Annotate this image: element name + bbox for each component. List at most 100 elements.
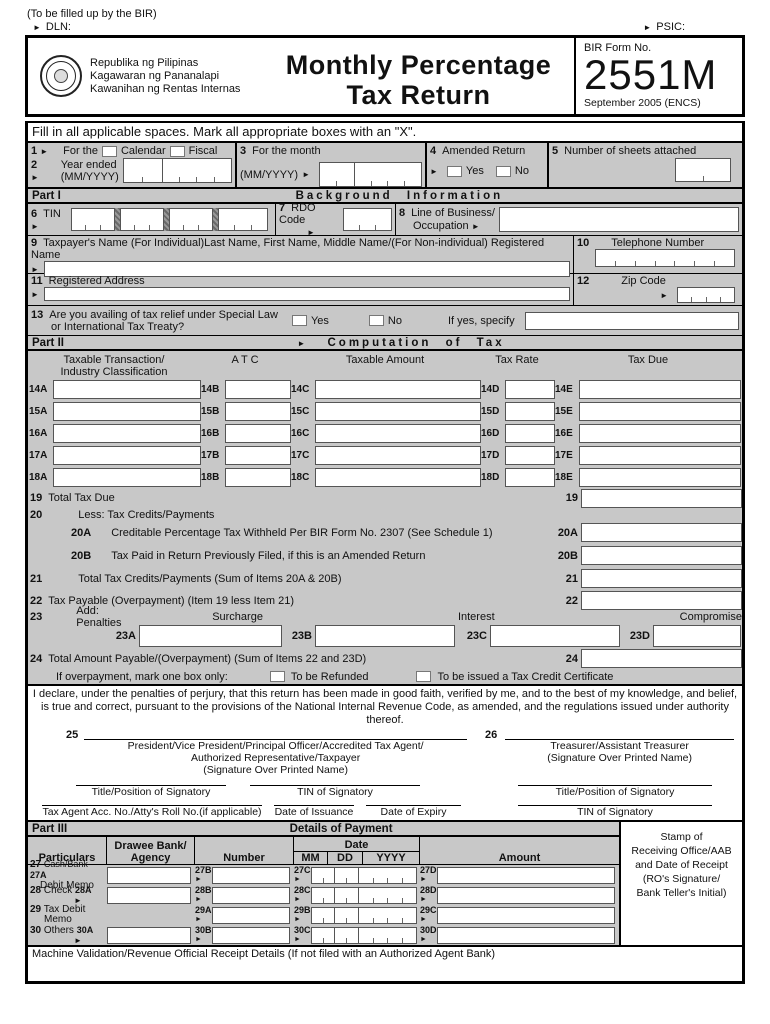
amended-no-label: No [514,165,529,177]
line19-label: Total Tax Due [48,492,115,504]
for-month-input[interactable] [318,162,422,187]
due-input-18e[interactable] [579,467,741,487]
interest-input[interactable] [315,624,455,647]
specify-input[interactable] [524,311,739,330]
telephone-input[interactable] [595,249,735,267]
tin-input[interactable] [71,208,268,231]
transaction-input-17a[interactable] [53,445,201,465]
due-input-17e[interactable] [579,445,741,465]
compromise-input[interactable] [490,624,620,647]
amount-input-16c[interactable] [315,423,481,443]
atc-input-17b[interactable] [225,445,291,465]
transaction-input-15a[interactable] [53,401,201,421]
refund-checkbox[interactable] [269,671,285,682]
pointer-icon: ► [31,221,39,231]
overpayment-row: If overpayment, mark one box only: To be… [28,669,742,684]
item5-number: 5 [552,145,559,157]
fiscal-checkbox[interactable] [169,145,185,157]
relief-yes-checkbox[interactable] [291,315,307,326]
sig25-signature-line[interactable] [84,729,467,740]
amount-input-14c[interactable] [315,379,481,399]
row-label-17c: 17C [291,449,310,461]
amount-input-18c[interactable] [315,467,481,487]
date-expiry-line[interactable] [366,799,461,806]
label-23a: 23A [115,629,136,642]
sig26-signature-line[interactable] [505,729,734,740]
rate-input-16d[interactable] [505,423,555,443]
tax-payable-input[interactable] [581,591,742,610]
row-label-15a: 15A [29,405,48,417]
rdo-input[interactable] [342,208,392,231]
transaction-input-16a[interactable] [53,423,201,443]
others-drawee-input[interactable] [107,926,191,944]
rate-input-17d[interactable] [505,445,555,465]
cash-number-input[interactable] [212,866,290,884]
col-date: Date [294,839,419,852]
amount-input-17c[interactable] [315,445,481,465]
address-input[interactable] [43,287,570,301]
tin-signatory-line[interactable] [250,778,420,786]
item4-number: 4 [430,145,437,157]
atc-input-16b[interactable] [225,423,291,443]
others-number-input[interactable] [212,926,290,944]
rate-input-14d[interactable] [505,379,555,399]
tdm-date-input[interactable] [311,906,417,924]
relief-no-checkbox[interactable] [368,315,384,326]
amended-yes-checkbox[interactable] [446,165,462,177]
tax-paid-previous-input[interactable] [581,546,742,565]
pointer-icon: ► [195,936,202,943]
machine-validation-box[interactable]: Machine Validation/Revenue Official Rece… [28,945,742,981]
cash-drawee-input[interactable] [107,866,191,884]
penalties-total-input[interactable] [653,624,741,647]
check-drawee-input[interactable] [107,886,191,904]
atc-input-14b[interactable] [225,379,291,399]
overpayment-label: If overpayment, mark one box only: [56,670,228,683]
creditable-tax-input[interactable] [581,523,742,542]
atc-input-18b[interactable] [225,467,291,487]
atc-input-15b[interactable] [225,401,291,421]
due-input-15e[interactable] [579,401,741,421]
cash-date-input[interactable] [311,866,417,884]
calendar-checkbox[interactable] [101,145,117,157]
transaction-input-14a[interactable] [53,379,201,399]
line-of-business-input[interactable] [498,207,739,232]
computation-row-15: 15A 15B 15C 15D 15E [28,400,742,422]
check-amount-input[interactable] [437,886,615,904]
tin-signatory-right-line[interactable] [518,799,712,806]
due-input-16e[interactable] [579,423,741,443]
line22-number: 22 [30,594,43,607]
surcharge-input[interactable] [139,624,282,647]
total-tax-due-input[interactable] [581,488,742,508]
transaction-input-18a[interactable] [53,467,201,487]
sheets-input[interactable] [675,158,731,182]
machine-validation-label: Machine Validation/Revenue Official Rece… [32,948,496,960]
rate-input-15d[interactable] [505,401,555,421]
due-input-14e[interactable] [579,379,741,399]
check-date-input[interactable] [311,886,417,904]
tdm-number-input[interactable] [212,906,290,924]
zip-input[interactable] [677,287,735,303]
amended-no-checkbox[interactable] [495,165,511,177]
others-date-input[interactable] [311,926,417,944]
tax-agent-line[interactable] [42,799,262,806]
line20-number: 20 [30,508,43,521]
cash-amount-input[interactable] [437,866,615,884]
others-amount-input[interactable] [437,926,615,944]
rate-input-18d[interactable] [505,467,555,487]
col-taxable-amount: Taxable Amount [345,354,425,366]
total-credits-input[interactable] [581,569,742,588]
tcc-checkbox[interactable] [416,671,432,682]
col-taxable-transaction: Taxable Transaction/Industry Classificat… [60,354,168,378]
year-ended-input[interactable] [122,158,232,183]
pointer-icon: ► [430,166,438,176]
check-number-input[interactable] [212,886,290,904]
amount-input-15c[interactable] [315,401,481,421]
pointer-icon: ► [294,876,301,883]
taxpayer-name-input[interactable] [43,261,570,277]
tdm-amount-input[interactable] [437,906,615,924]
title-position-line[interactable] [76,778,226,786]
item5-cell: 5 Number of sheets attached [547,143,742,187]
title-position-right-line[interactable] [518,778,712,786]
date-issuance-line[interactable] [274,799,354,806]
total-amount-payable-input[interactable] [581,649,742,668]
